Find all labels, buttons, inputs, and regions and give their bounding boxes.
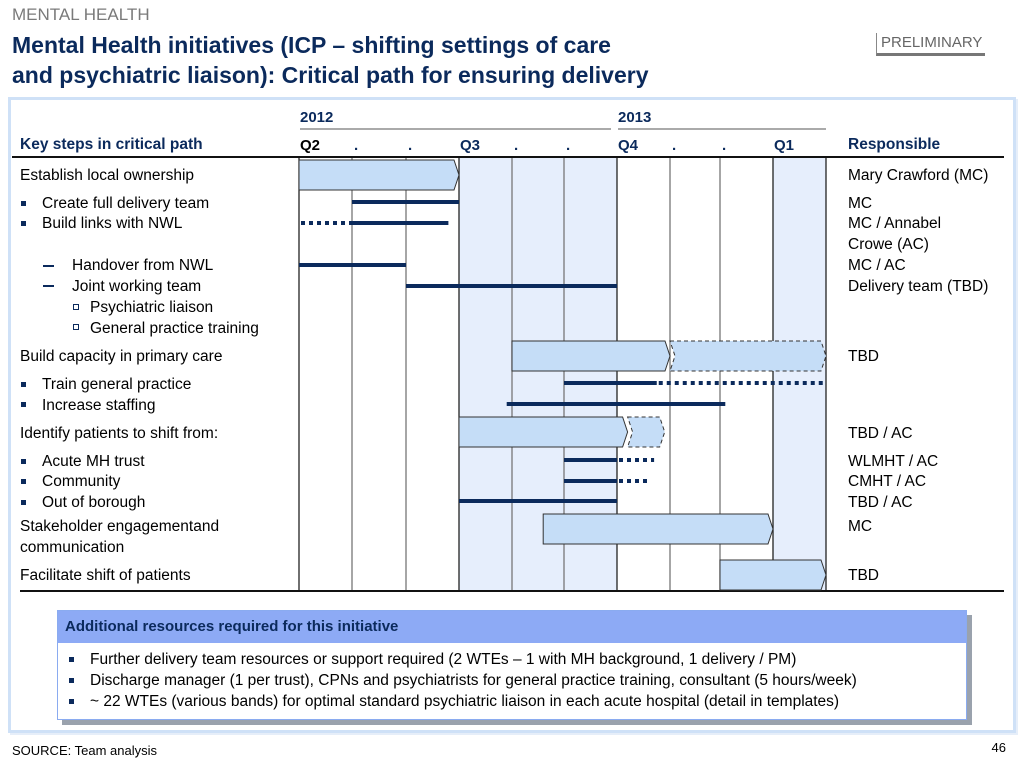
step-stakeholder-engagement: Stakeholder engagementand: [20, 518, 220, 535]
responsible-stakeholder: MC: [848, 518, 873, 535]
source-note: SOURCE: Team analysis: [12, 743, 157, 758]
responsible-build-links: MC / Annabel: [848, 215, 942, 232]
responsible-joint-team: Delivery team (TBD): [848, 278, 989, 295]
page-number: 46: [991, 740, 1006, 755]
column-label: .: [566, 137, 570, 154]
left-column-header: Key steps in critical path: [20, 136, 203, 153]
gantt-chevron-bar: [458, 416, 629, 448]
responsible-community: CMHT / AC: [848, 473, 927, 490]
column-label: .: [672, 137, 676, 154]
bullet-icon: [21, 459, 26, 464]
resource-item: Discharge manager (1 per trust), CPNs an…: [68, 670, 966, 691]
step-build-capacity-primary-care: Build capacity in primary care: [20, 348, 223, 365]
hollow-bullet-icon: [73, 324, 79, 330]
column-label: Q4: [618, 137, 639, 154]
step-community: Community: [42, 473, 121, 490]
additional-resources-heading: Additional resources required for this i…: [58, 611, 966, 643]
bullet-icon: [21, 500, 26, 505]
responsible-establish: Mary Crawford (MC): [848, 167, 989, 184]
responsible-facilitate: TBD: [848, 567, 879, 584]
column-label: Q2: [300, 137, 320, 154]
bullet-icon: [21, 221, 26, 226]
shaded-column: [773, 157, 826, 591]
resource-item-text: ~ 22 WTEs (various bands) for optimal st…: [90, 693, 840, 710]
responsible-handover: MC / AC: [848, 257, 906, 274]
preliminary-badge: PRELIMINARY: [876, 33, 986, 56]
year-label: 2013: [618, 109, 651, 126]
additional-resources-list: Further delivery team resources or suppo…: [58, 643, 966, 712]
column-label: .: [514, 137, 518, 154]
step-psychiatric-liaison: Psychiatric liaison: [90, 299, 214, 316]
hollow-bullet-icon: [73, 304, 79, 310]
page-title: Mental Health initiatives (ICP – shiftin…: [12, 30, 832, 90]
page-title-line-2: and psychiatric liaison): Critical path …: [12, 62, 649, 88]
column-label: Q3: [460, 137, 480, 154]
bullet-icon: [21, 479, 26, 484]
column-label: .: [354, 137, 358, 154]
step-build-links-nwl: Build links with NWL: [42, 215, 183, 232]
responsible-out-of-borough: TBD / AC: [848, 494, 913, 511]
step-establish-local-ownership: Establish local ownership: [20, 167, 195, 184]
step-increase-staffing: Increase staffing: [42, 397, 156, 414]
step-handover-from-nwl: Handover from NWL: [72, 257, 214, 274]
gantt-chevron-bar-tentative: [626, 416, 666, 448]
responsible-build-links-line-2: Crowe (AC): [848, 236, 929, 253]
year-label: 2012: [300, 109, 333, 126]
gantt-chevron-bar: [542, 513, 774, 545]
responsible-acute: WLMHT / AC: [848, 453, 939, 470]
dash-icon: [43, 285, 54, 287]
bullet-icon: [69, 657, 74, 662]
section-label: MENTAL HEALTH: [12, 5, 150, 24]
bullet-icon: [21, 382, 26, 387]
responsible-column-header: Responsible: [848, 136, 941, 153]
step-identify-patients: Identify patients to shift from:: [20, 425, 219, 442]
gantt-chevron-bar: [511, 340, 671, 372]
step-general-practice-training: General practice training: [90, 320, 259, 337]
step-facilitate-shift: Facilitate shift of patients: [20, 567, 191, 584]
bullet-icon: [21, 201, 26, 206]
column-label: Q1: [774, 137, 794, 154]
dash-icon: [43, 265, 54, 267]
bullet-icon: [69, 699, 74, 704]
responsible-create-team: MC: [848, 195, 873, 212]
step-acute-mh-trust: Acute MH trust: [42, 453, 145, 470]
gantt-chevron-bar-tentative: [669, 340, 827, 372]
step-out-of-borough: Out of borough: [42, 494, 146, 511]
resource-item: ~ 22 WTEs (various bands) for optimal st…: [68, 691, 966, 712]
step-create-full-delivery-team: Create full delivery team: [42, 195, 210, 212]
gantt-chevron-bar: [298, 159, 460, 191]
step-train-general-practice: Train general practice: [42, 376, 192, 393]
gantt-chart: 2012 2013 Q2.. Q3.. Q4.. Q1: [12, 109, 1004, 592]
bullet-icon: [69, 678, 74, 683]
resource-item: Further delivery team resources or suppo…: [68, 649, 966, 670]
column-label: .: [408, 137, 412, 154]
gantt-chevron-bar: [719, 559, 827, 591]
additional-resources-panel: Additional resources required for this i…: [57, 610, 967, 720]
column-label: .: [722, 137, 726, 154]
step-joint-working-team: Joint working team: [72, 278, 202, 295]
shaded-column: [459, 157, 512, 591]
step-stakeholder-engagement-line-2: communication: [20, 539, 125, 556]
resource-item-text: Further delivery team resources or suppo…: [90, 651, 797, 668]
resource-item-text: Discharge manager (1 per trust), CPNs an…: [90, 672, 857, 689]
responsible-build-capacity: TBD: [848, 348, 879, 365]
responsible-identify: TBD / AC: [848, 425, 913, 442]
page-title-line-1: Mental Health initiatives (ICP – shiftin…: [12, 32, 611, 58]
bullet-icon: [21, 402, 26, 407]
